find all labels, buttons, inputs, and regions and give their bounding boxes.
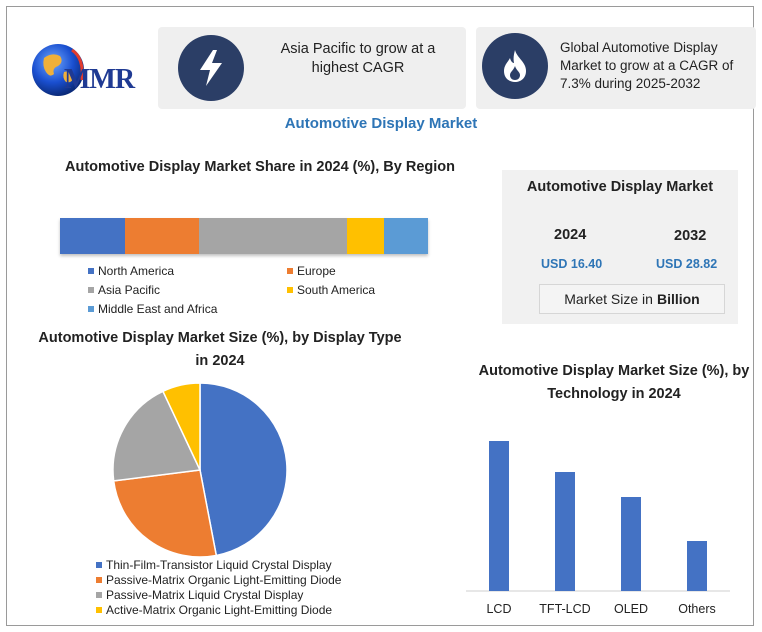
legend-item: North America — [88, 264, 174, 278]
market-box-title: Automotive Display Market — [526, 179, 714, 195]
region-stacked-bar — [60, 218, 428, 254]
pie-slice — [199, 382, 288, 557]
size-unit: Billion — [656, 291, 700, 307]
region-chart-title: Automotive Display Market Share in 2024 … — [65, 159, 455, 175]
legend-item: Europe — [287, 264, 336, 278]
bar-lcd — [489, 441, 509, 591]
legend-item: Active-Matrix Organic Light-Emitting Dio… — [96, 603, 332, 617]
legend-label: Passive-Matrix Organic Light-Emitting Di… — [106, 573, 342, 587]
card-text: Asia Pacific to grow at a highest CAGR — [280, 41, 436, 76]
flame-icon — [482, 33, 548, 99]
technology-chart-title: Automotive Display Market Size (%), by T… — [478, 363, 750, 402]
value-2024: USD 16.40 — [541, 257, 603, 271]
year-2032: 2032 — [674, 228, 707, 244]
legend-swatch — [96, 577, 102, 583]
lightning-bolt-icon — [178, 35, 244, 101]
x-tick-label: Others — [678, 602, 716, 616]
legend-swatch — [88, 306, 94, 312]
region-segment — [199, 218, 347, 254]
x-tick-label: OLED — [614, 602, 648, 616]
legend-item: Middle East and Africa — [88, 302, 217, 316]
logo-text: MMR — [64, 64, 135, 95]
legend-label: Active-Matrix Organic Light-Emitting Dio… — [106, 603, 333, 617]
legend-item: Passive-Matrix Organic Light-Emitting Di… — [96, 573, 341, 587]
legend-label: South America — [297, 283, 376, 297]
pie-slice — [112, 469, 218, 558]
region-segment — [125, 218, 200, 254]
legend-swatch — [96, 592, 102, 598]
legend-swatch — [96, 562, 102, 568]
mmr-logo: MMR — [28, 36, 148, 106]
legend-item: Asia Pacific — [88, 283, 160, 297]
bar-tft-lcd — [555, 472, 575, 591]
card-text: Global Automotive Display Market to grow… — [560, 40, 734, 91]
legend-swatch — [88, 287, 94, 293]
value-2032: USD 28.82 — [656, 257, 718, 271]
region-segment — [60, 218, 126, 254]
market-size-box: Automotive Display Market 2024 2032 USD … — [502, 170, 738, 324]
region-segment — [346, 218, 385, 254]
legend-item: South America — [287, 283, 375, 297]
legend-label: North America — [98, 264, 175, 278]
legend-swatch — [88, 268, 94, 274]
legend-label: Europe — [297, 264, 336, 278]
legend-item: Passive-Matrix Liquid Crystal Display — [96, 588, 303, 602]
display-type-chart-title: Automotive Display Market Size (%), by D… — [38, 330, 402, 369]
globe-logo-icon — [32, 44, 84, 96]
x-tick-label: LCD — [486, 602, 511, 616]
size-label-text: Market Size in — [564, 291, 653, 307]
year-2024: 2024 — [554, 227, 587, 243]
main-title: Automotive Display Market — [284, 115, 478, 132]
legend-swatch — [96, 607, 102, 613]
legend-label: Thin-Film-Transistor Liquid Crystal Disp… — [106, 558, 332, 572]
highlight-card-cagr-region: Asia Pacific to grow at a highest CAGR — [158, 27, 466, 109]
bar-oled — [621, 497, 641, 591]
legend-item: Thin-Film-Transistor Liquid Crystal Disp… — [96, 558, 332, 572]
legend-label: Asia Pacific — [98, 283, 161, 297]
pie-slice — [112, 390, 202, 482]
region-segment — [384, 218, 428, 254]
pie-slice — [161, 382, 201, 471]
bar-others — [687, 541, 707, 591]
highlight-card-global-cagr: Global Automotive Display Market to grow… — [476, 27, 756, 109]
legend-label: Middle East and Africa — [98, 302, 218, 316]
legend-swatch — [287, 268, 293, 274]
legend-swatch — [287, 287, 293, 293]
market-size-label: Market Size in Billion — [539, 284, 725, 314]
legend-label: Passive-Matrix Liquid Crystal Display — [106, 588, 304, 602]
x-tick-label: TFT-LCD — [539, 602, 590, 616]
infographic-frame — [6, 6, 754, 626]
